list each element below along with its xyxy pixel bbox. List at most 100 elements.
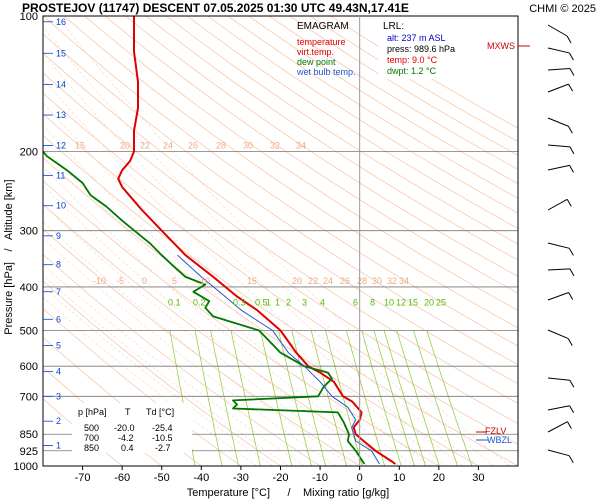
altitude-tick-label: 5	[56, 341, 61, 351]
mixing-ratio-line	[413, 330, 458, 466]
dry-adiabat-label: 10	[200, 276, 210, 286]
table-cell: -25.4	[152, 423, 173, 433]
mixing-ratio-line	[278, 330, 312, 466]
table-cell: -20.0	[114, 423, 135, 433]
altitude-tick-label: 2	[56, 416, 61, 426]
dry-adiabat	[227, 16, 518, 199]
dry-adiabat-label: 30	[243, 140, 253, 150]
lrl-line: alt: 237 m ASL	[387, 33, 446, 43]
dry-adiabat-label: 32	[387, 276, 397, 286]
dry-adiabat	[145, 16, 518, 261]
y-tick-label: 600	[20, 361, 38, 373]
lrl-line: temp: 9.0 °C	[387, 55, 438, 65]
plot-frame	[42, 15, 519, 467]
dry-adiabat-label: 28	[357, 276, 367, 286]
y-axis-label: Pressure [hPa]	[3, 262, 15, 335]
altitude-tick-label: 13	[56, 110, 66, 120]
mixing-ratio-label: 3	[302, 298, 307, 308]
series-line	[177, 254, 380, 465]
mixing-ratio-line	[310, 330, 348, 466]
table-cell: 700	[84, 433, 99, 443]
x-tick-label: -20	[273, 472, 289, 484]
pressure-grid	[43, 15, 518, 470]
wind-barb	[547, 164, 570, 171]
wind-barb	[547, 24, 568, 37]
table-header: Td [°C]	[146, 407, 174, 417]
dry-adiabat-label: 26	[340, 276, 350, 286]
wind-barb	[547, 67, 570, 71]
y-tick-label: 300	[20, 226, 38, 238]
wind-barb	[547, 421, 568, 433]
table-header: T	[125, 407, 131, 417]
altitude-tick-label: 4	[56, 367, 61, 377]
wind-barb-flag	[568, 83, 573, 92]
mixing-ratio-label: 2	[286, 298, 291, 308]
wind-barb	[547, 329, 569, 340]
dry-adiabat	[125, 16, 518, 277]
dry-adiabat-label: 30	[372, 276, 382, 286]
wind-barb-flag	[569, 52, 574, 61]
y-axis-label-2: Altitude [km]	[3, 179, 15, 240]
x-tick-label: 0	[357, 472, 363, 484]
x-tick-label: -30	[233, 472, 249, 484]
dry-adiabat-label: 28	[216, 140, 226, 150]
dry-adiabat	[186, 16, 518, 229]
wind-barb-flag	[569, 405, 575, 414]
series-line	[117, 16, 396, 465]
table-cell: 500	[84, 423, 99, 433]
mixing-ratio-line	[346, 330, 386, 466]
mixing-ratio-line	[373, 330, 415, 466]
dry-adiabat	[43, 92, 518, 425]
series-layer	[43, 16, 396, 465]
lrl-line: dwpt: 1.2 °C	[387, 66, 437, 76]
altitude-tick-label: 15	[56, 48, 66, 58]
moist-adiabat	[43, 102, 447, 466]
wind-barb	[547, 144, 570, 148]
wind-barbs	[547, 24, 575, 463]
x-tick-label: -60	[114, 472, 130, 484]
dry-adiabat-label: 24	[323, 276, 333, 286]
y-tick-label: 850	[20, 429, 38, 441]
credit-text: CHMI © 2025	[529, 3, 596, 15]
table-cell: -10.5	[152, 433, 173, 443]
x-axis-title: Temperature [°C] / Mixing ratio [g/kg]	[187, 487, 389, 499]
dry-adiabat	[43, 280, 281, 466]
legend-entry: dew point	[297, 57, 336, 67]
dry-adiabat	[43, 72, 518, 404]
altitude-tick-label: 9	[56, 231, 61, 241]
x-tick-label: -10	[312, 472, 328, 484]
mixing-ratio-line	[361, 330, 402, 466]
altitude-tick-label: 11	[56, 170, 65, 180]
mixing-ratio-line	[194, 330, 223, 466]
wind-barb	[547, 268, 570, 271]
dry-adiabat-label: 20	[292, 276, 302, 286]
mixing-ratio-label: 1	[275, 298, 280, 308]
mixing-ratio-label: 25	[436, 298, 446, 308]
mixing-ratio-label: 0.3	[233, 298, 246, 308]
y-tick-label: 1000	[14, 461, 38, 473]
y-tick-label: 700	[20, 391, 38, 403]
dry-adiabat	[43, 228, 360, 466]
table-cell: 0.4	[121, 443, 134, 453]
legend-entry: temperature	[297, 37, 346, 47]
dry-adiabat	[84, 16, 518, 311]
dry-adiabat-label: 24	[163, 140, 173, 150]
moist-adiabat	[43, 308, 242, 466]
mixing-ratio-label: 20	[424, 298, 434, 308]
dry-adiabat-label: 26	[188, 140, 198, 150]
moist-adiabat	[43, 124, 432, 466]
dry-adiabat-label: 32	[270, 140, 280, 150]
mixing-ratio-line	[426, 330, 473, 466]
x-axis-label-2: Mixing ratio [g/kg]	[303, 487, 389, 499]
dry-adiabat	[63, 16, 518, 329]
dry-adiabat-label: 34	[399, 276, 409, 286]
dry-adiabat-label: 0	[142, 276, 147, 286]
table-cell: 850	[84, 443, 99, 453]
wind-barb	[547, 292, 569, 301]
data-table: p [hPa] T Td [°C] 500 -20.0 -25.4 700 -4…	[72, 403, 192, 453]
mixing-ratio-line	[210, 330, 239, 466]
legend-entry: virt.temp.	[297, 47, 334, 57]
fzlv-label: FZLV	[485, 426, 506, 436]
mixing-ratio-label: 0.1	[168, 298, 181, 308]
